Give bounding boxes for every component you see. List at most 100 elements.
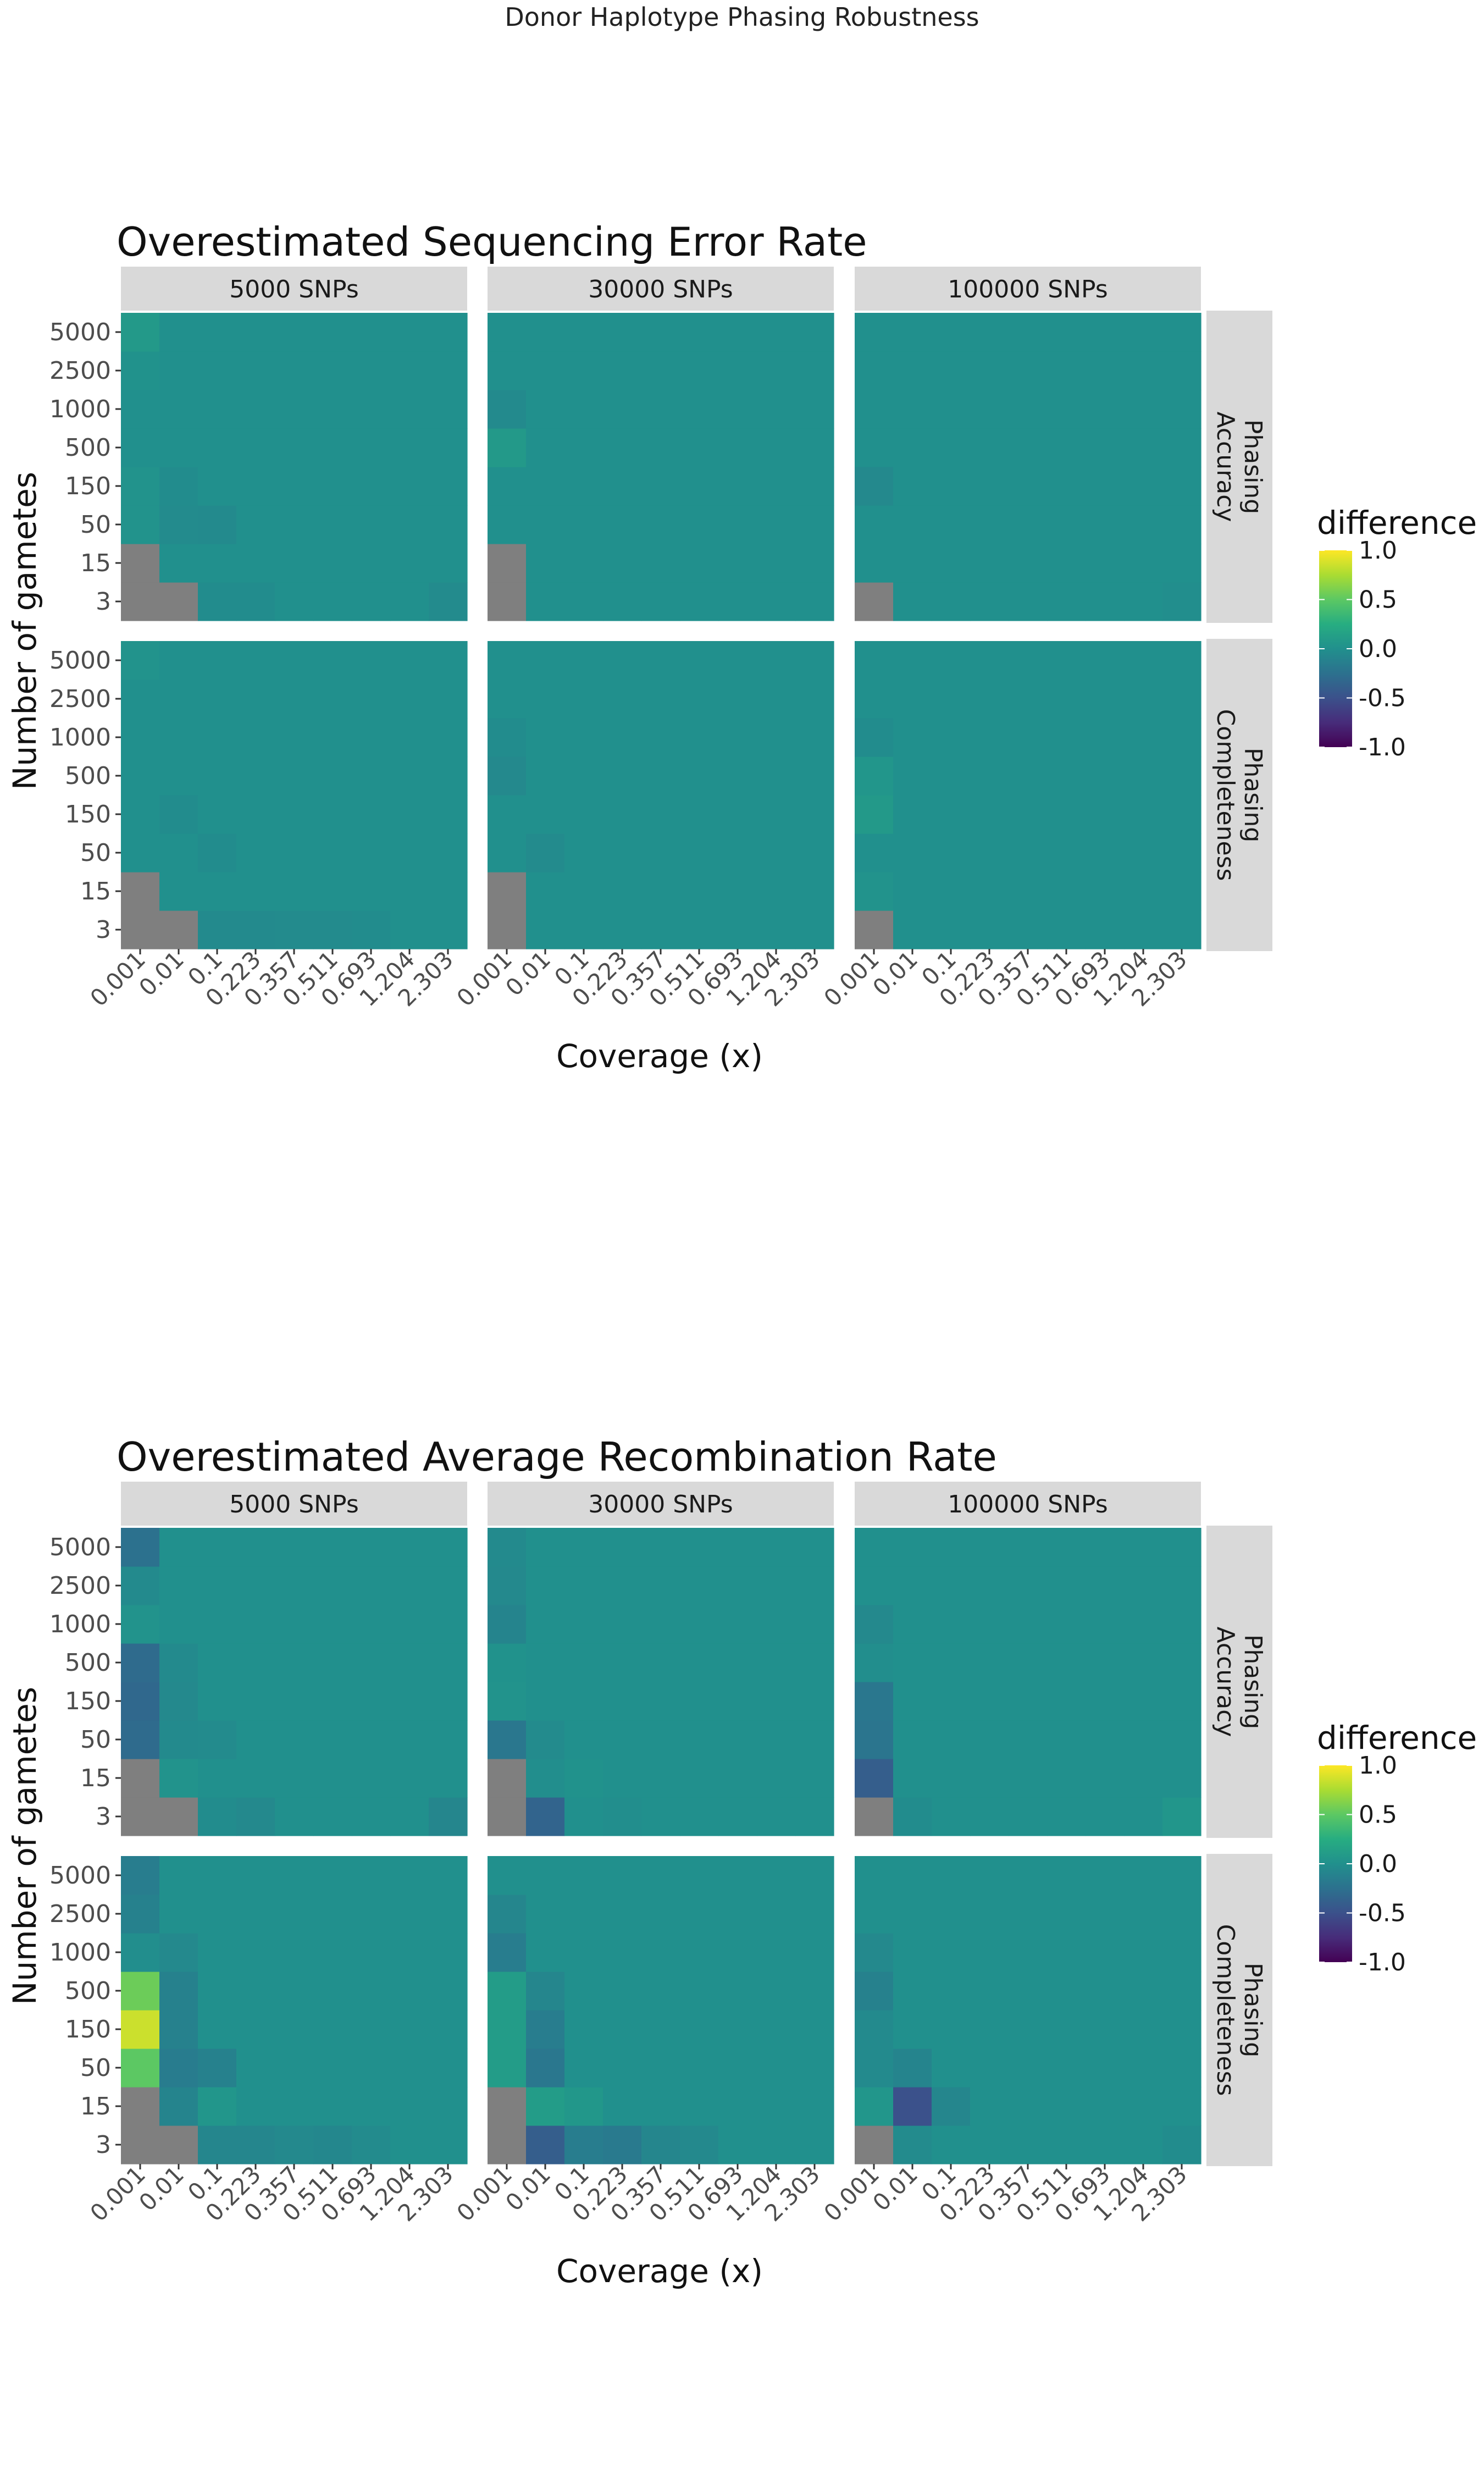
heatmap-cell	[564, 2048, 603, 2088]
heatmap-cell	[526, 2010, 565, 2049]
heatmap-cell	[1009, 1682, 1048, 1721]
heatmap-cell	[121, 505, 160, 544]
heatmap-cell	[1009, 872, 1048, 911]
heatmap-cell	[313, 1972, 352, 2011]
heatmap-cell	[564, 351, 603, 390]
heatmap-cell	[313, 872, 352, 911]
heatmap-cell	[159, 505, 198, 544]
heatmap-cell	[198, 390, 237, 429]
heatmap-cell	[970, 718, 1009, 757]
heatmap-cell	[1124, 1643, 1163, 1682]
heatmap-cell	[855, 833, 894, 872]
heatmap-cell	[1162, 872, 1201, 911]
heatmap-cell	[970, 1682, 1009, 1721]
heatmap-cell	[795, 1682, 834, 1721]
heatmap-cell	[603, 1972, 642, 2011]
heatmap-cell	[970, 2087, 1009, 2126]
heatmap-cell	[855, 1933, 894, 1972]
heatmap-cell	[1124, 1528, 1163, 1567]
heatmap-cell	[159, 2087, 198, 2126]
heatmap-cell	[275, 2048, 314, 2088]
heatmap-cell	[564, 910, 603, 949]
heatmap-cell	[159, 833, 198, 872]
heatmap-cell	[893, 872, 932, 911]
heatmap-cell	[855, 2048, 894, 2088]
heatmap-cell	[680, 1856, 719, 1895]
y-tick-label: 3	[96, 1803, 111, 1831]
heatmap-cell	[893, 428, 932, 467]
heatmap-cell	[932, 910, 971, 949]
heatmap-cell	[893, 2087, 932, 2126]
heatmap-cell	[680, 1797, 719, 1836]
heatmap-cell	[641, 1566, 680, 1605]
heatmap-cell	[1047, 313, 1086, 352]
heatmap-cell	[429, 1856, 468, 1895]
heatmap-cell	[718, 313, 757, 352]
heatmap-cell	[429, 1972, 468, 2011]
heatmap-cell	[1124, 2125, 1163, 2164]
heatmap-cell	[603, 833, 642, 872]
heatmap-cell	[313, 1643, 352, 1682]
heatmap-cell	[893, 1856, 932, 1895]
heatmap-cell	[488, 641, 527, 680]
heatmap-cell	[488, 680, 527, 719]
heatmap-cell	[641, 1720, 680, 1759]
heatmap-cell	[159, 2125, 198, 2164]
heatmap-cell	[641, 910, 680, 949]
heatmap-panel	[121, 313, 468, 621]
heatmap-cell	[198, 1605, 237, 1644]
heatmap-cell	[526, 872, 565, 911]
y-tick-label: 2500	[49, 357, 111, 385]
heatmap-cell	[932, 1566, 971, 1605]
heatmap-cell	[970, 1759, 1009, 1798]
heatmap-cell	[275, 1972, 314, 2011]
heatmap-cell	[603, 1797, 642, 1836]
heatmap-cell	[159, 544, 198, 583]
heatmap-cell	[893, 467, 932, 506]
heatmap-cell	[236, 313, 275, 352]
heatmap-cell	[198, 1528, 237, 1567]
heatmap-cell	[275, 680, 314, 719]
heatmap-cell	[275, 1759, 314, 1798]
heatmap-cell	[855, 1643, 894, 1682]
heatmap-cell	[198, 2125, 237, 2164]
heatmap-cell	[352, 1720, 391, 1759]
heatmap-cell	[352, 1605, 391, 1644]
y-tick-label: 50	[80, 2054, 111, 2082]
heatmap-cell	[718, 680, 757, 719]
heatmap-cell	[313, 351, 352, 390]
heatmap-cell	[390, 1972, 429, 2011]
heatmap-cell	[970, 1643, 1009, 1682]
heatmap-cell	[564, 1643, 603, 1682]
facet-strip-column	[855, 1482, 1201, 1526]
heatmap-cell	[932, 756, 971, 796]
heatmap-cell	[352, 910, 391, 949]
heatmap-cell	[1086, 1895, 1125, 1934]
heatmap-cell	[680, 2087, 719, 2126]
heatmap-cell	[1009, 833, 1048, 872]
heatmap-cell	[313, 313, 352, 352]
heatmap-cell	[1162, 795, 1201, 834]
heatmap-cell	[1009, 351, 1048, 390]
heatmap-cell	[680, 756, 719, 796]
figure-title: Donor Haplotype Phasing Robustness	[505, 2, 979, 32]
heatmap-cell	[390, 910, 429, 949]
heatmap-cell	[757, 2125, 796, 2164]
heatmap-cell	[1009, 910, 1048, 949]
heatmap-cell	[564, 1972, 603, 2011]
heatmap-cell	[275, 1643, 314, 1682]
heatmap-cell	[1124, 718, 1163, 757]
heatmap-cell	[429, 1895, 468, 1934]
heatmap-cell	[1009, 1797, 1048, 1836]
heatmap-cell	[641, 313, 680, 352]
heatmap-cell	[352, 756, 391, 796]
facet-strip-row-label: PhasingCompleteness	[1211, 709, 1267, 881]
heatmap-cell	[275, 1682, 314, 1721]
heatmap-cell	[564, 1528, 603, 1567]
heatmap-cell	[718, 390, 757, 429]
heatmap-cell	[1009, 641, 1048, 680]
heatmap-cell	[1047, 795, 1086, 834]
heatmap-cell	[564, 2087, 603, 2126]
heatmap-cell	[236, 872, 275, 911]
heatmap-cell	[795, 1797, 834, 1836]
